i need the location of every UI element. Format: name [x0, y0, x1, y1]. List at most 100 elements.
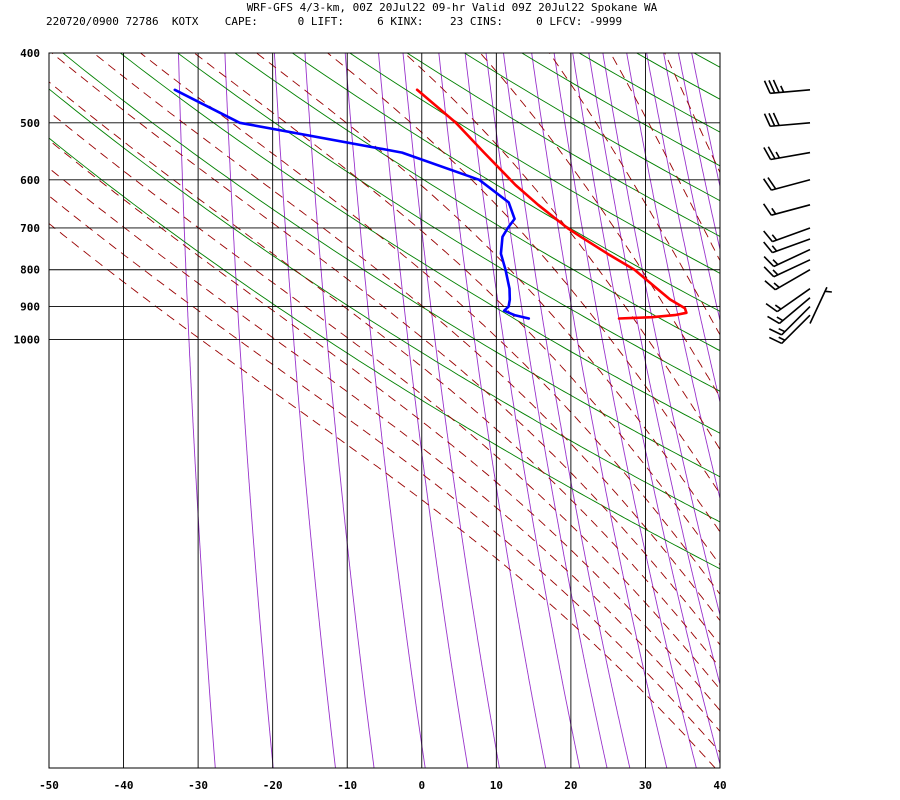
moist-adiabat-line [479, 53, 720, 398]
wind-barb-flag [771, 234, 778, 241]
wind-barb-flag [771, 207, 777, 215]
moist-adiabat-line [194, 53, 720, 566]
wind-barb-flag [771, 245, 778, 252]
wind-barb [763, 112, 811, 128]
wind-barb-staff [771, 179, 811, 191]
moist-adiabats [49, 53, 720, 768]
wind-barb [762, 177, 811, 191]
mixing-ratio-line [663, 53, 720, 323]
wind-barb-staff [781, 306, 811, 336]
dry-adiabat-line [62, 53, 720, 478]
dry-adiabat-line [177, 53, 720, 392]
wind-barb-flag [767, 146, 776, 160]
moist-adiabat-line [51, 53, 720, 646]
dry-adiabat-line [292, 53, 720, 312]
y-tick-label: 800 [20, 264, 40, 277]
x-tick-label: 40 [713, 779, 726, 792]
wind-barb [762, 203, 811, 216]
wind-barb-flag [778, 327, 786, 333]
y-tick-label: 600 [20, 174, 40, 187]
wind-barb-flag [763, 230, 774, 243]
wind-barb-flag [763, 256, 775, 268]
dry-adiabat-line [866, 53, 900, 768]
moist-adiabat-line [49, 139, 720, 712]
wind-barb-staff [774, 269, 811, 291]
wind-barbs [762, 79, 832, 345]
wind-barb-staff [809, 286, 828, 324]
moist-adiabat-line [140, 53, 720, 595]
moist-adiabat-line [327, 53, 720, 495]
wind-barb-flag [768, 328, 783, 336]
x-tick-label: 0 [418, 779, 425, 792]
mixing-ratio-line [177, 53, 216, 768]
wind-barb-staff [778, 297, 811, 325]
dry-adiabat-line [751, 53, 900, 768]
wind-barb [763, 259, 811, 278]
mixing-ratio-line [344, 53, 426, 768]
x-tick-label: -10 [337, 779, 357, 792]
wind-barb-flag [768, 80, 776, 94]
wind-barb-flag [772, 259, 779, 266]
chart-title: WRF-GFS 4/3-km, 00Z 20Jul22 09-hr Valid … [247, 1, 658, 14]
x-tick-label: -50 [39, 779, 59, 792]
x-tick-label: -20 [263, 779, 283, 792]
moist-adiabat-line [549, 53, 720, 336]
mixing-ratio-line [273, 53, 336, 768]
dry-adiabats [49, 53, 900, 768]
wind-barb [809, 286, 832, 324]
axis-tick-labels: 400 500 600 700 800 900 1000 -50 -40 -30 -20 -10 0 10… [14, 47, 727, 792]
wind-barb-staff [776, 288, 811, 313]
x-tick-label: 20 [564, 779, 577, 792]
mixing-ratio-line [646, 53, 720, 405]
dry-adiabat-line [693, 53, 720, 68]
wind-barb-flag [768, 112, 776, 127]
mixing-ratio-line [678, 53, 720, 252]
wind-barb [763, 79, 811, 95]
mixing-ratio-line [503, 53, 631, 768]
mixing-ratio-line [438, 53, 547, 768]
moist-adiabat-line [49, 195, 720, 753]
dewpoint-profile-line [173, 88, 531, 320]
wind-barb-staff [772, 227, 811, 243]
y-tick-label: 400 [20, 47, 40, 60]
mixing-ratio-line [378, 53, 469, 768]
wind-barb [764, 269, 811, 291]
wind-barb-staff [770, 121, 811, 128]
wind-barb-staff [773, 248, 811, 268]
wind-barb-staff [770, 89, 811, 95]
wind-barb [767, 297, 811, 325]
moist-adiabat-line [610, 53, 720, 262]
mixing-ratio-line [402, 53, 500, 768]
wind-barb-flag [774, 304, 782, 310]
wind-barb-flag [776, 316, 784, 322]
wind-barb-flag [765, 302, 778, 313]
wind-barb-flag [764, 280, 776, 291]
plot-frame [48, 52, 721, 769]
y-tick-label: 700 [20, 222, 40, 235]
mixing-ratio-line [304, 53, 375, 768]
wind-barb-flag [763, 113, 771, 127]
wind-barb-flag [763, 80, 771, 94]
dry-adiabat-line [349, 53, 720, 274]
dry-adiabat-line [809, 53, 900, 768]
mixing-ratio-line [626, 53, 720, 501]
dry-adiabat-line [49, 137, 720, 570]
wind-barb-flag [763, 241, 774, 254]
dry-adiabat-line [464, 53, 720, 202]
x-tick-label: -40 [114, 779, 134, 792]
wind-barb [763, 146, 811, 161]
mixing-ratio-line [464, 53, 581, 768]
wind-barb-flag [767, 315, 780, 325]
wind-barb-flag [763, 147, 772, 160]
wind-barb-flag [772, 269, 779, 276]
dry-adiabat-line [234, 53, 720, 352]
dry-adiabat-line [120, 53, 720, 434]
wind-barb-flag [773, 282, 780, 289]
x-tick-label: 30 [639, 779, 652, 792]
moist-adiabat-line [49, 81, 720, 669]
wind-barb-flag [780, 85, 785, 93]
mixing-ratio-line [485, 53, 608, 768]
moist-adiabat-line [93, 53, 720, 622]
x-tick-label: 10 [490, 779, 503, 792]
